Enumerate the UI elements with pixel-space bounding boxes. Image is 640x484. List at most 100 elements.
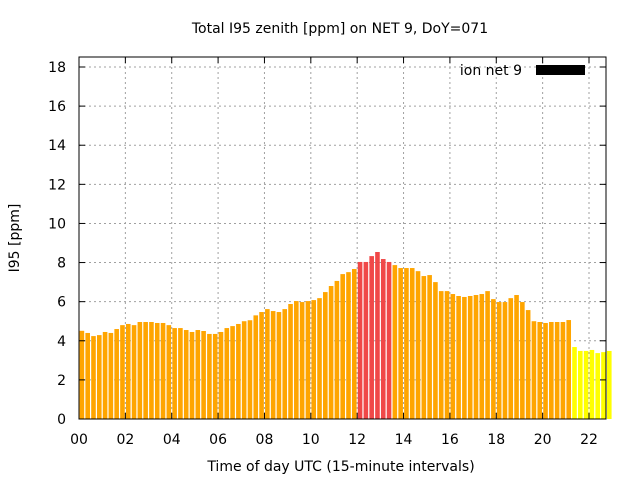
bar xyxy=(311,300,317,419)
bar xyxy=(299,302,305,419)
bar xyxy=(149,322,154,419)
bar xyxy=(444,291,450,419)
bar xyxy=(230,326,235,419)
bar xyxy=(334,280,340,419)
bar xyxy=(427,275,432,419)
legend-swatch xyxy=(536,65,585,75)
bar xyxy=(236,323,241,419)
bar xyxy=(601,352,606,419)
bar xyxy=(375,251,380,419)
x-tick-label: 00 xyxy=(70,432,88,448)
bar xyxy=(282,309,288,419)
bar xyxy=(207,333,212,419)
bar xyxy=(189,331,195,419)
bar xyxy=(508,298,514,419)
bar xyxy=(154,322,160,419)
grid xyxy=(79,57,606,419)
bar xyxy=(438,291,444,419)
bar xyxy=(369,256,374,419)
bar xyxy=(531,321,537,419)
bar xyxy=(479,294,485,419)
y-tick-label: 8 xyxy=(57,256,66,272)
bar xyxy=(120,325,125,419)
y-tick-label: 2 xyxy=(57,373,66,389)
y-tick-label: 4 xyxy=(57,334,66,350)
bar xyxy=(462,296,467,419)
bar xyxy=(328,286,334,419)
bar xyxy=(578,350,583,419)
y-tick-label: 18 xyxy=(48,60,66,76)
bar xyxy=(218,331,224,419)
x-tick-label: 02 xyxy=(116,432,134,448)
bar xyxy=(143,322,148,419)
bar xyxy=(357,261,363,419)
x-tick-label: 10 xyxy=(302,432,320,448)
bar xyxy=(392,265,398,419)
bar xyxy=(456,295,461,419)
y-tick-label: 10 xyxy=(48,216,66,232)
y-tick-label: 0 xyxy=(57,412,66,428)
bar xyxy=(195,330,201,419)
bar xyxy=(79,330,85,419)
x-tick-label: 04 xyxy=(163,432,181,448)
bar xyxy=(212,333,218,419)
y-tick-label: 16 xyxy=(48,99,66,115)
y-tick-label: 14 xyxy=(48,138,66,154)
bar xyxy=(201,331,206,419)
bar xyxy=(114,329,119,419)
bar xyxy=(346,272,351,419)
bar xyxy=(259,312,264,419)
x-tick-label: 12 xyxy=(348,432,366,448)
bar xyxy=(91,336,96,419)
bar xyxy=(323,292,328,419)
x-axis-label: Time of day UTC (15-minute intervals) xyxy=(206,459,474,475)
y-axis-label: I95 [ppm] xyxy=(7,204,23,273)
ticks xyxy=(78,57,606,420)
bar xyxy=(583,350,589,419)
bar xyxy=(160,322,166,419)
bar xyxy=(253,315,259,419)
x-tick-label: 06 xyxy=(209,432,227,448)
bar xyxy=(467,295,473,419)
bar xyxy=(514,295,519,419)
bar xyxy=(224,328,230,419)
bar xyxy=(496,302,502,419)
bar xyxy=(525,310,531,419)
x-tick-label: 14 xyxy=(395,432,413,448)
y-tick-labels: 0 2 4 6 8 10 12 14 16 18 xyxy=(48,60,66,428)
bar xyxy=(595,353,600,419)
bar xyxy=(450,294,456,419)
x-tick-label: 22 xyxy=(580,432,598,448)
bar xyxy=(549,322,554,419)
bar xyxy=(380,259,386,419)
bar xyxy=(294,301,299,419)
bar xyxy=(363,261,369,419)
bar xyxy=(351,269,357,419)
bar xyxy=(543,322,548,419)
bar xyxy=(85,332,90,419)
x-tick-label: 08 xyxy=(256,432,274,448)
bar xyxy=(404,268,409,419)
bar xyxy=(421,276,427,419)
bar xyxy=(502,302,508,419)
bar xyxy=(537,322,543,419)
plot-frame xyxy=(78,56,607,420)
bar xyxy=(247,320,253,419)
bar xyxy=(415,271,421,419)
bar xyxy=(131,325,137,419)
bar xyxy=(473,295,479,419)
bar xyxy=(305,301,311,419)
bars xyxy=(79,251,612,419)
bar xyxy=(409,268,415,419)
bar xyxy=(96,335,102,419)
bar xyxy=(606,350,612,419)
bar xyxy=(589,349,595,419)
bar xyxy=(572,347,577,419)
bar xyxy=(137,322,143,419)
bar xyxy=(125,323,131,419)
bar xyxy=(433,282,438,419)
y-tick-label: 6 xyxy=(57,295,66,311)
x-tick-label: 18 xyxy=(487,432,505,448)
bar xyxy=(172,328,177,419)
